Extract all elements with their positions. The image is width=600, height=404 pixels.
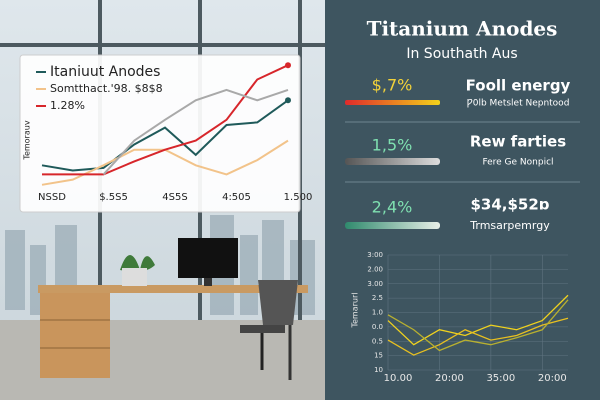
y-tick-label: 2.5: [372, 294, 383, 302]
y-axis-label: Temarurl: [351, 292, 360, 328]
panel-title: Titanium Anodes: [367, 17, 558, 41]
y-tick-label: 0.0: [372, 323, 383, 331]
stat-value: $,7%: [372, 76, 413, 95]
panel-subtitle: In Southath Aus: [406, 46, 517, 62]
x-tick-label: 20:00: [538, 373, 567, 384]
series-line: [387, 299, 569, 352]
x-tick-label: 1.500: [284, 192, 313, 203]
stat-note: Ƿ0lb Metslet Nepntood: [467, 99, 570, 109]
y-tick-label: 1.0: [372, 309, 383, 317]
stat-value: 2,4%: [372, 198, 413, 217]
legend-label: 1.28%: [50, 99, 85, 112]
x-tick-label: 20:00: [435, 373, 464, 384]
x-tick-label: 35:00: [486, 373, 515, 384]
end-dot: [285, 62, 291, 69]
side-panel: [325, 0, 600, 400]
stat-bar: [345, 222, 440, 229]
x-tick-label: NSSD: [38, 192, 66, 203]
stat: 1,5% Rew farties Fere Ge Nonpicl: [345, 133, 566, 168]
y-tick-label: 0.5: [372, 337, 383, 345]
stat-label: Rew farties: [470, 133, 566, 151]
series-line: [387, 317, 569, 356]
stat-label: $34,$52ɒ: [470, 196, 549, 214]
stat-label: Fooll energy: [466, 77, 571, 95]
x-tick-label: 4:505: [222, 192, 251, 203]
series-line: [41, 99, 289, 172]
stat-value: 1,5%: [372, 136, 413, 155]
stat: 2,4% $34,$52ɒ Trmsarpemrgy: [345, 196, 550, 232]
y-tick-label: 2.00: [367, 265, 383, 273]
y-tick-label: 15: [374, 352, 383, 360]
stat: $,7% Fooll energy Ƿ0lb Metslet Nepntood: [345, 76, 571, 109]
end-dot: [285, 97, 291, 104]
x-tick-label: $.5S5: [99, 192, 128, 203]
legend-label: Somtthact.'98. $8$8: [50, 82, 163, 95]
series-line: [102, 88, 289, 176]
stat-note: Fere Ge Nonpicl: [482, 158, 553, 168]
stat-bar: [345, 158, 440, 165]
y-tick-label: 10: [374, 366, 383, 374]
charts: NSSD $.5S5 4S5S 4:505 1.500 Temorauv Itaniuut …: [23, 62, 569, 384]
legend-label: Itaniuut Anodes: [50, 64, 160, 80]
y-axis-label: Temorauv: [23, 120, 32, 160]
stat-note: Trmsarpemrgy: [469, 219, 550, 232]
series-line: [387, 294, 569, 346]
x-tick-label: 4S5S: [162, 192, 187, 203]
y-tick-label: 3:00: [367, 251, 383, 259]
series-line: [42, 64, 289, 176]
stat-bar: [345, 100, 440, 105]
y-tick-label: 3.00: [367, 280, 383, 288]
x-tick-label: 10.00: [384, 373, 413, 384]
